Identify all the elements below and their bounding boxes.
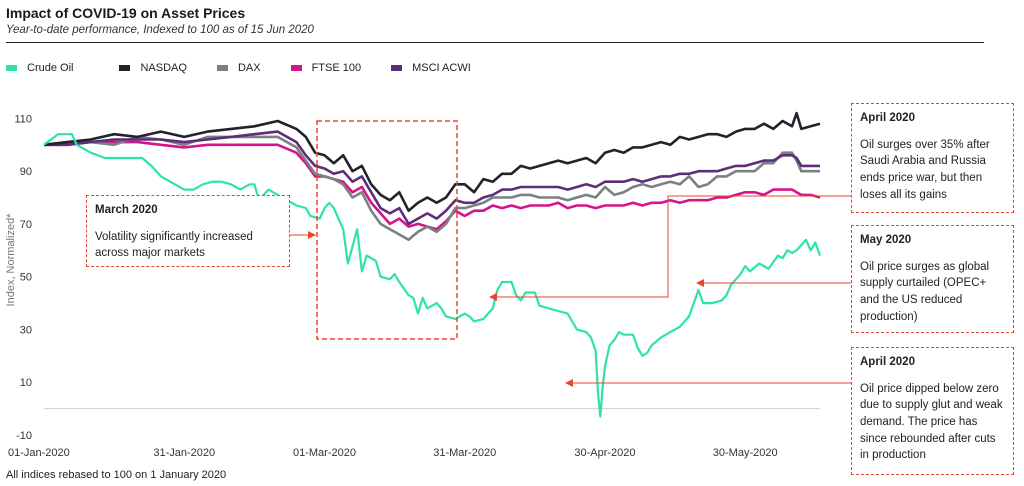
callout-april-2020-surge: April 2020 Oil surges over 35% after Sau… <box>851 103 1014 213</box>
y-tick-label: 110 <box>14 113 32 125</box>
x-tick-label: 01-Mar-2020 <box>293 447 356 459</box>
chart-legend: Crude Oil NASDAQ DAX FTSE 100 MSCI ACWI <box>6 60 501 76</box>
y-tick-label: 30 <box>20 324 32 336</box>
x-tick-label: 30-Apr-2020 <box>574 447 635 459</box>
y-tick-label: 10 <box>20 377 32 389</box>
y-axis-label: Index, Normalized* <box>5 213 17 307</box>
legend-label-msci: MSCI ACWI <box>412 62 471 74</box>
legend-label-crude-oil: Crude Oil <box>27 62 74 74</box>
y-tick-label: 50 <box>20 272 32 284</box>
x-tick-label: 30-May-2020 <box>713 447 778 459</box>
x-tick-label: 01-Jan-2020 <box>8 447 70 459</box>
series-line-crude-oil <box>43 133 822 418</box>
legend-item-ftse: FTSE 100 <box>290 60 362 76</box>
y-tick-label: -10 <box>16 430 32 442</box>
callout-march-text: Volatility significantly increased acros… <box>95 230 253 260</box>
series-line-nasdaq <box>43 111 821 212</box>
legend-label-nasdaq: NASDAQ <box>140 62 187 74</box>
callout-april-surge-text: Oil surges over 35% after Saudi Arabia a… <box>860 138 990 201</box>
chart-title: Impact of COVID-19 on Asset Prices <box>6 5 246 21</box>
legend-swatch-crude-oil <box>6 65 17 71</box>
legend-swatch-msci <box>391 65 403 71</box>
legend-item-crude-oil: Crude Oil <box>6 60 73 76</box>
legend-swatch-ftse <box>290 65 302 71</box>
series-line-dax <box>43 135 820 242</box>
legend-item-msci: MSCI ACWI <box>391 60 471 76</box>
title-divider <box>6 42 984 43</box>
callout-april-surge-title: April 2020 <box>860 112 915 124</box>
callout-may-2020: May 2020 Oil price surges as global supp… <box>851 225 1014 333</box>
legend-label-ftse: FTSE 100 <box>311 62 362 74</box>
x-tick-label: 31-Jan-2020 <box>153 447 215 459</box>
callout-may-title: May 2020 <box>860 234 912 246</box>
callout-march-title: March 2020 <box>95 204 158 216</box>
x-tick-label: 31-Mar-2020 <box>433 447 496 459</box>
callout-april-negative-title: April 2020 <box>860 356 915 368</box>
series-line-msci-acwi <box>44 130 820 226</box>
legend-item-dax: DAX <box>216 60 261 76</box>
callout-may-text: Oil price surges as global supply curtai… <box>860 260 990 323</box>
y-tick-label: 90 <box>20 166 32 178</box>
arrow-april-surge <box>489 195 851 301</box>
legend-swatch-nasdaq <box>119 65 131 71</box>
chart-subtitle: Year-to-date performance, Indexed to 100… <box>6 24 314 36</box>
legend-swatch-dax <box>216 65 228 71</box>
callout-march-2020: March 2020 Volatility significantly incr… <box>86 195 290 267</box>
y-tick-label: 70 <box>20 219 32 231</box>
legend-label-dax: DAX <box>237 62 261 74</box>
series-line-ftse-100 <box>44 140 821 231</box>
callout-april-negative-text: Oil price dipped below zero due to suppl… <box>860 382 1003 462</box>
chart-footnote: All indices rebased to 100 on 1 January … <box>6 469 227 481</box>
callout-april-2020-negative: April 2020 Oil price dipped below zero d… <box>851 347 1014 475</box>
march-highlight-box <box>316 120 458 340</box>
legend-item-nasdaq: NASDAQ <box>119 60 187 76</box>
